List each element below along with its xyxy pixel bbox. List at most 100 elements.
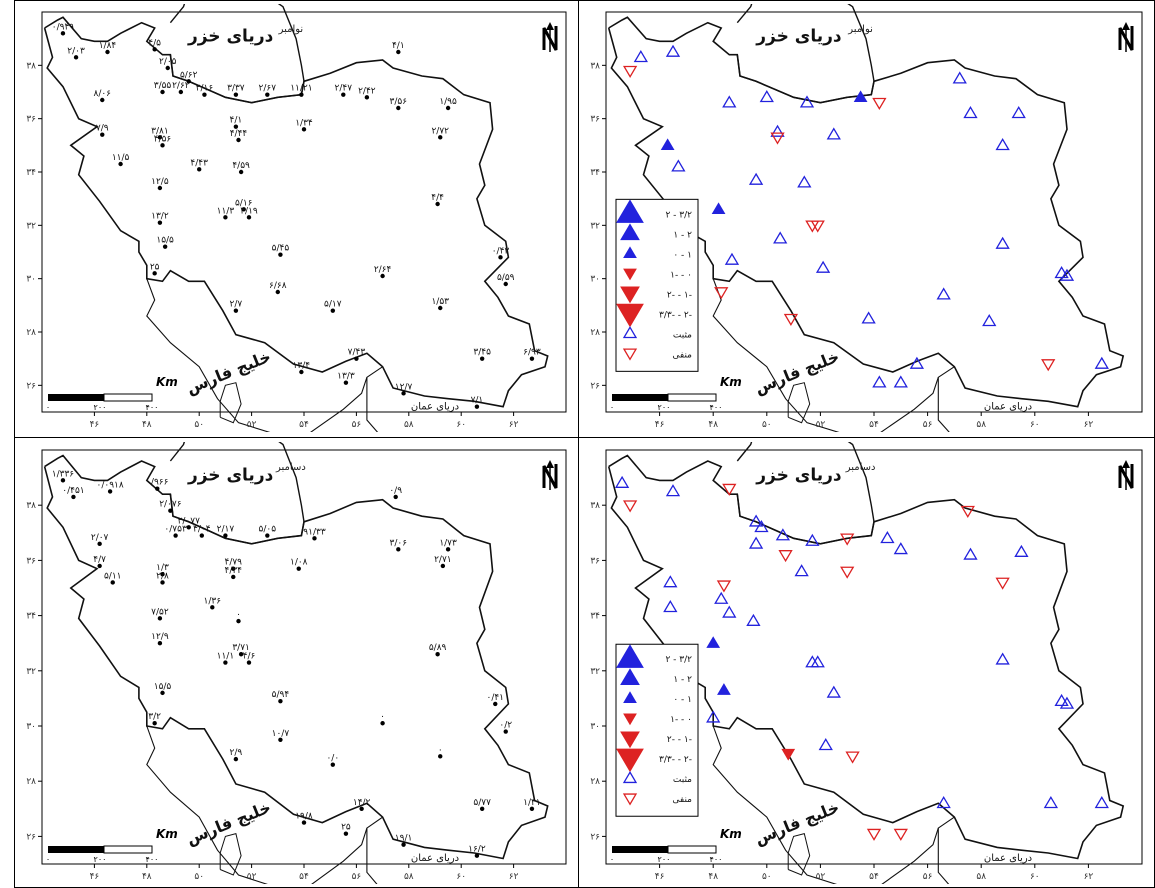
trend-marker xyxy=(963,106,978,119)
station-value-label: ۷/۵۲ xyxy=(151,607,169,617)
lat-tick-label: ۳۰ xyxy=(26,722,36,732)
station-value-label: ۱۲/۵ xyxy=(151,177,169,187)
station-value-label: ۹۱/۳۳ xyxy=(303,527,326,537)
trend-marker xyxy=(818,738,833,751)
station-value-label: ۱/۳۴ xyxy=(295,118,313,128)
scale-bar-white xyxy=(667,393,717,402)
lat-tick-label: ۲۸ xyxy=(26,777,36,787)
station-value-label: ۱۳/۲ xyxy=(151,212,169,222)
scale-tick-label: ۰ xyxy=(610,855,614,864)
lon-tick-label: ۵۰ xyxy=(762,420,772,430)
station-value-label: ۴/۱۹ xyxy=(240,206,258,216)
station-value-label: ۲/۶۷ xyxy=(259,84,277,94)
station-value-label: ۲/۷۲ xyxy=(431,126,449,136)
scale-tick-label: ۴۰۰ xyxy=(146,855,159,864)
trend-marker xyxy=(1043,795,1059,809)
trend-marker xyxy=(754,519,769,533)
station-value-label: ۵/۱۱ xyxy=(104,571,122,581)
station-point xyxy=(155,486,160,491)
lat-tick-label: ۳۰ xyxy=(590,275,600,285)
trend-marker xyxy=(748,172,764,185)
trend-marker xyxy=(893,542,908,555)
lon-tick-label: ۴۶ xyxy=(90,420,100,430)
station-value-label: ۴/۱ xyxy=(230,116,243,126)
station-value-label: ۸/۰۶ xyxy=(93,89,111,99)
station-value-label: ۲/۰۵ xyxy=(159,57,177,67)
station-point xyxy=(301,127,307,132)
legend-box xyxy=(615,198,699,372)
station-point xyxy=(110,580,115,585)
station-value-label: ۱۵/۵ xyxy=(156,236,174,246)
trend-marker xyxy=(797,175,812,188)
trend-marker xyxy=(724,252,740,265)
legend-marker xyxy=(620,731,640,749)
station-value-label: ۰/۴۳ xyxy=(492,246,510,256)
station-value-label: ۱۲/۷ xyxy=(395,382,413,392)
lat-tick-label: ۳۸ xyxy=(590,61,600,71)
station-point xyxy=(152,721,157,726)
map-bottom-left: ۴۶ ۴۸ ۵۰ ۵۲ ۵۴ ۵۶ ۵۸ ۶۰ ۶۲۳۸۳۶۳۴۳۲۳۰۲۸۲۶دسامبردر… xyxy=(26,442,567,884)
station-point xyxy=(493,701,498,707)
station-point xyxy=(168,508,173,513)
station-value-label: ۷/۹ xyxy=(96,124,109,134)
trend-marker xyxy=(826,685,841,698)
station-point xyxy=(157,185,163,191)
trend-marker xyxy=(995,652,1010,665)
lon-tick-label: ۶۲ xyxy=(509,420,519,430)
station-value-label: ۰ xyxy=(380,712,385,722)
caspian-coast xyxy=(736,4,875,104)
station-point xyxy=(438,135,443,140)
scale-unit: Km xyxy=(156,827,178,841)
trend-marker xyxy=(995,138,1010,151)
month-label: دسامبر xyxy=(845,462,876,473)
station-point xyxy=(401,842,406,847)
trend-marker xyxy=(748,514,764,527)
station-value-label: ۱۱/۲۱ xyxy=(290,84,312,94)
lon-tick-label: ۴۶ xyxy=(655,420,665,430)
lat-tick-label: ۲۶ xyxy=(590,381,600,391)
legend-label: ۱- - ۰ xyxy=(670,715,692,725)
station-value-label: ۱۰/۷ xyxy=(272,729,290,739)
trend-marker xyxy=(810,220,825,233)
station-value-label: ۴/۵ xyxy=(148,38,161,48)
station-value-label: ۰/۹۴۹ xyxy=(52,22,75,32)
station-point xyxy=(265,92,270,97)
station-point xyxy=(440,563,446,569)
legend-marker xyxy=(620,223,640,241)
station-value-label: ۱/۰۸ xyxy=(290,558,308,568)
station-value-label: ۰ xyxy=(438,745,443,755)
station-point xyxy=(160,89,165,95)
trend-marker xyxy=(1094,356,1109,369)
station-point xyxy=(343,831,349,836)
station-point xyxy=(202,92,207,97)
station-point xyxy=(97,541,102,547)
legend-marker xyxy=(623,691,637,703)
station-value-label: ۱۲/۹ xyxy=(151,632,169,642)
trend-marker xyxy=(815,260,831,273)
legend-marker xyxy=(622,770,638,784)
station-point xyxy=(474,404,480,409)
station-value-label: ۱۴/۲ xyxy=(353,798,371,808)
trend-marker xyxy=(663,600,678,613)
map-panel-top-left: ۴۶ ۴۸ ۵۰ ۵۲ ۵۴ ۵۶ ۵۸ ۶۰ ۶۲ ۳۸ ۳۶ ۳۴ ۳۲ ۳۰ ۲۸ ۲۶ نوامبر در… xyxy=(20,4,574,432)
north-arrow-icon xyxy=(542,460,558,490)
north-arrow-icon xyxy=(542,22,558,52)
lat-tick-label: ۲۸ xyxy=(590,328,600,338)
station-point xyxy=(278,698,283,704)
station-value-label: ۲/۸ xyxy=(156,571,169,581)
station-point xyxy=(435,201,440,207)
lon-tick-label: ۵۰ xyxy=(194,872,204,882)
trend-marker xyxy=(995,236,1010,249)
trend-marker xyxy=(663,575,678,588)
station-value-label: ۳/۷۱ xyxy=(232,643,250,653)
caspian-coast xyxy=(736,442,875,545)
station-value-label: ۳/۸۱ xyxy=(151,126,169,136)
trend-marker xyxy=(778,550,793,563)
caspian-coast xyxy=(169,4,305,104)
lon-tick-label: ۵۶ xyxy=(352,872,362,882)
trend-marker xyxy=(622,65,638,78)
station-value-label: ۵/۶۲ xyxy=(180,70,198,80)
lon-tick-label: ۶۲ xyxy=(1084,420,1094,430)
trend-marker xyxy=(714,287,729,300)
trend-marker xyxy=(995,577,1010,590)
